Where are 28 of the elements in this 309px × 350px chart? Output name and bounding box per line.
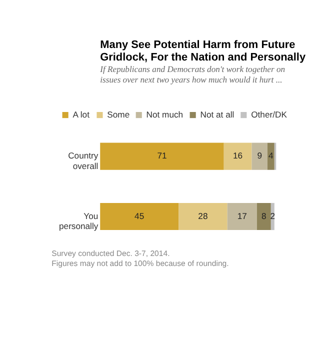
data-label: 28: [198, 210, 208, 221]
bar: [224, 142, 252, 170]
data-label: 45: [134, 210, 144, 221]
data-label: 8: [262, 210, 267, 221]
y-tick-label: You personally: [59, 210, 99, 232]
legend-label: A lot: [72, 109, 90, 120]
data-label: 9: [257, 150, 262, 161]
legend-label: Other/DK: [251, 109, 288, 120]
bar: [178, 202, 228, 230]
data-label: 71: [157, 150, 167, 161]
annotation: Survey conducted Dec. 3-7, 2014.: [52, 249, 170, 258]
chart-title: Many See Potential Harm from Future Gridlock, For the Nation and Personally: [100, 38, 306, 64]
data-label: 2: [270, 210, 276, 221]
legend-label: Some: [107, 109, 130, 120]
legend-label: Not much: [146, 109, 184, 120]
legend-label: Not at all: [200, 109, 234, 120]
text: Figures may not add to 100% because of rounding.: [52, 259, 229, 268]
bar: [267, 142, 274, 170]
bar: [100, 142, 224, 170]
bar: [100, 202, 179, 230]
y-tick-label: Country overall: [68, 150, 99, 171]
data-label: 4: [268, 150, 274, 161]
data-label: 17: [237, 210, 248, 221]
bar: [227, 202, 257, 230]
bar: [256, 202, 271, 230]
data-label: 16: [233, 150, 243, 161]
chart-subtitle: If Republicans and Democrats don't work together on issues over next two years how much would it hurt ...: [99, 64, 286, 84]
bar: [252, 142, 268, 170]
